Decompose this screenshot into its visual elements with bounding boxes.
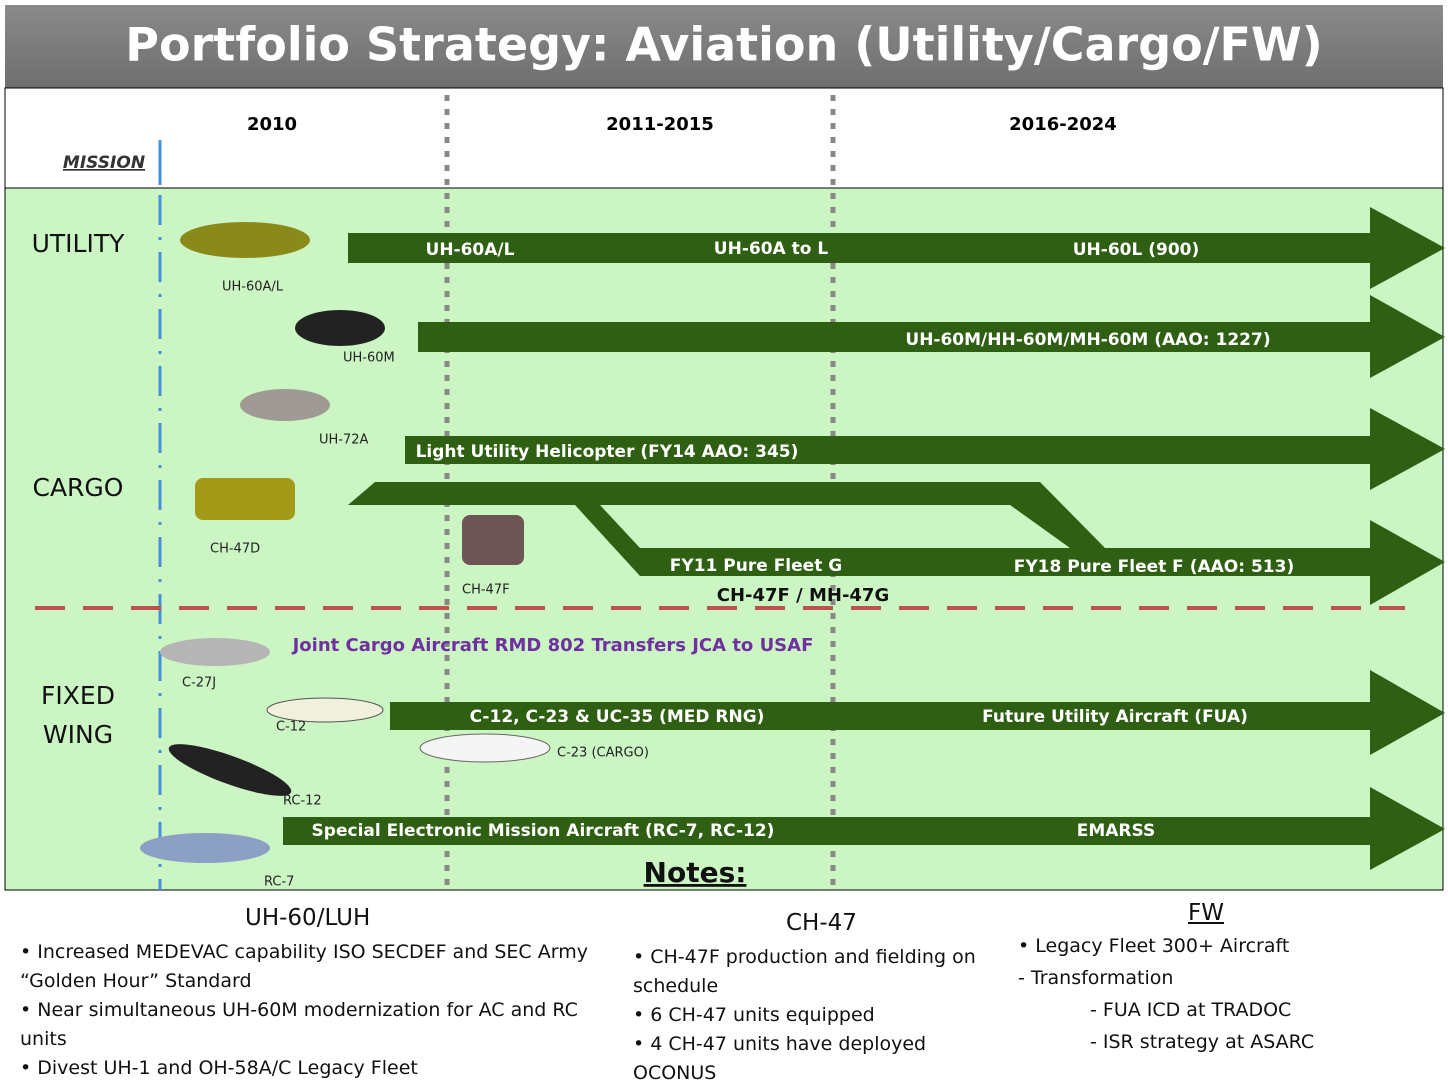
arrow — [418, 295, 1445, 378]
note-item: • 4 CH-47 units have deployed OCONUS — [633, 1033, 927, 1080]
arrow — [390, 670, 1445, 755]
arrow-label: EMARSS — [1077, 821, 1156, 841]
notes-column-heading: UH-60/LUH — [245, 905, 371, 931]
arrow-label: C-12, C-23 & UC-35 (MED RNG) — [470, 707, 765, 727]
note-item: - FUA ICD at TRADOC — [1090, 999, 1292, 1021]
mission: FIXED — [41, 681, 115, 710]
arrow-label: UH-60M/HH-60M/MH-60M (AAO: 1227) — [905, 330, 1270, 350]
period: 2010 — [247, 114, 297, 135]
arrow-label: UH-60L (900) — [1073, 240, 1200, 260]
aircraft-label: UH-60M — [343, 351, 395, 366]
note-item: - ISR strategy at ASARC — [1090, 1031, 1315, 1053]
note-item: - Transformation — [1018, 967, 1174, 989]
note-item: • CH-47F production and fielding on sche… — [633, 946, 976, 997]
header — [4, 87, 1444, 189]
mission: WING — [43, 720, 113, 749]
notes-heading: Notes: — [644, 856, 747, 889]
arrow — [348, 207, 1445, 289]
arrow-label: UH-60A/L — [426, 240, 515, 260]
notes-column: • Legacy Fleet 300+ Aircraft - Transform… — [1018, 930, 1438, 1058]
jca-note: Joint Cargo Aircraft RMD 802 Transfers J… — [291, 635, 814, 656]
arrow — [405, 408, 1445, 490]
notes-column-heading: FW — [1188, 900, 1224, 926]
title-bar — [5, 5, 1443, 88]
mission: CARGO — [33, 473, 124, 502]
arrow-label: FY11 Pure Fleet G — [670, 556, 842, 576]
arrow-label: Special Electronic Mission Aircraft (RC-… — [312, 821, 775, 841]
note-item: • Legacy Fleet 300+ Aircraft — [1018, 935, 1290, 957]
aircraft-icon — [419, 733, 551, 763]
aircraft-icon — [240, 389, 330, 421]
cargo-note: CH-47F / MH-47G — [717, 585, 889, 606]
note-item: • Divest UH-1 and OH-58A/C Legacy Fleet — [20, 1057, 418, 1079]
aircraft-icon — [180, 222, 310, 258]
aircraft-label: UH-60A/L — [222, 280, 284, 295]
aircraft-icon — [160, 638, 270, 666]
mission-label: MISSION — [63, 153, 145, 173]
arrow-gap — [600, 505, 1070, 548]
aircraft-icon — [462, 515, 524, 565]
note-item: • Increased MEDEVAC capability ISO SECDE… — [20, 941, 588, 992]
arrow-label: FY18 Pure Fleet F (AAO: 513) — [1014, 557, 1294, 577]
aircraft-label: C-27J — [182, 676, 216, 691]
period: 2011-2015 — [606, 114, 714, 135]
aircraft-icon — [140, 833, 270, 863]
aircraft-label: CH-47D — [210, 542, 260, 557]
aircraft-icon — [295, 310, 385, 346]
aircraft-icons — [140, 222, 551, 863]
notes-column-heading: CH-47 — [786, 910, 857, 936]
aircraft-label: CH-47F — [462, 583, 510, 598]
arrow — [283, 787, 1445, 870]
aircraft-label: RC-7 — [264, 875, 294, 890]
notes-column: • Increased MEDEVAC capability ISO SECDE… — [20, 938, 615, 1080]
mission: UTILITY — [32, 229, 126, 258]
aircraft-icon — [168, 744, 292, 796]
aircraft-icon — [195, 478, 295, 520]
aircraft-label: UH-72A — [319, 433, 369, 448]
arrow-label: Light Utility Helicopter (FY14 AAO: 345) — [416, 442, 799, 462]
aircraft-icon — [266, 697, 384, 723]
arrows — [283, 207, 1445, 870]
aircraft-label: C-23 (CARGO) — [557, 746, 649, 761]
notes-column: • CH-47F production and fielding on sche… — [633, 943, 1008, 1080]
note-item: • Near simultaneous UH-60M modernization… — [20, 999, 578, 1050]
aircraft-label: RC-12 — [283, 794, 322, 809]
arrow-label: UH-60A to L — [714, 239, 829, 259]
note-item: • 6 CH-47 units equipped — [633, 1004, 875, 1026]
period: 2016-2024 — [1009, 114, 1117, 135]
aircraft-label: C-12 — [276, 720, 306, 735]
arrow-label: Future Utility Aircraft (FUA) — [982, 707, 1248, 727]
title: Portfolio Strategy: Aviation (Utility/Ca… — [125, 18, 1322, 72]
